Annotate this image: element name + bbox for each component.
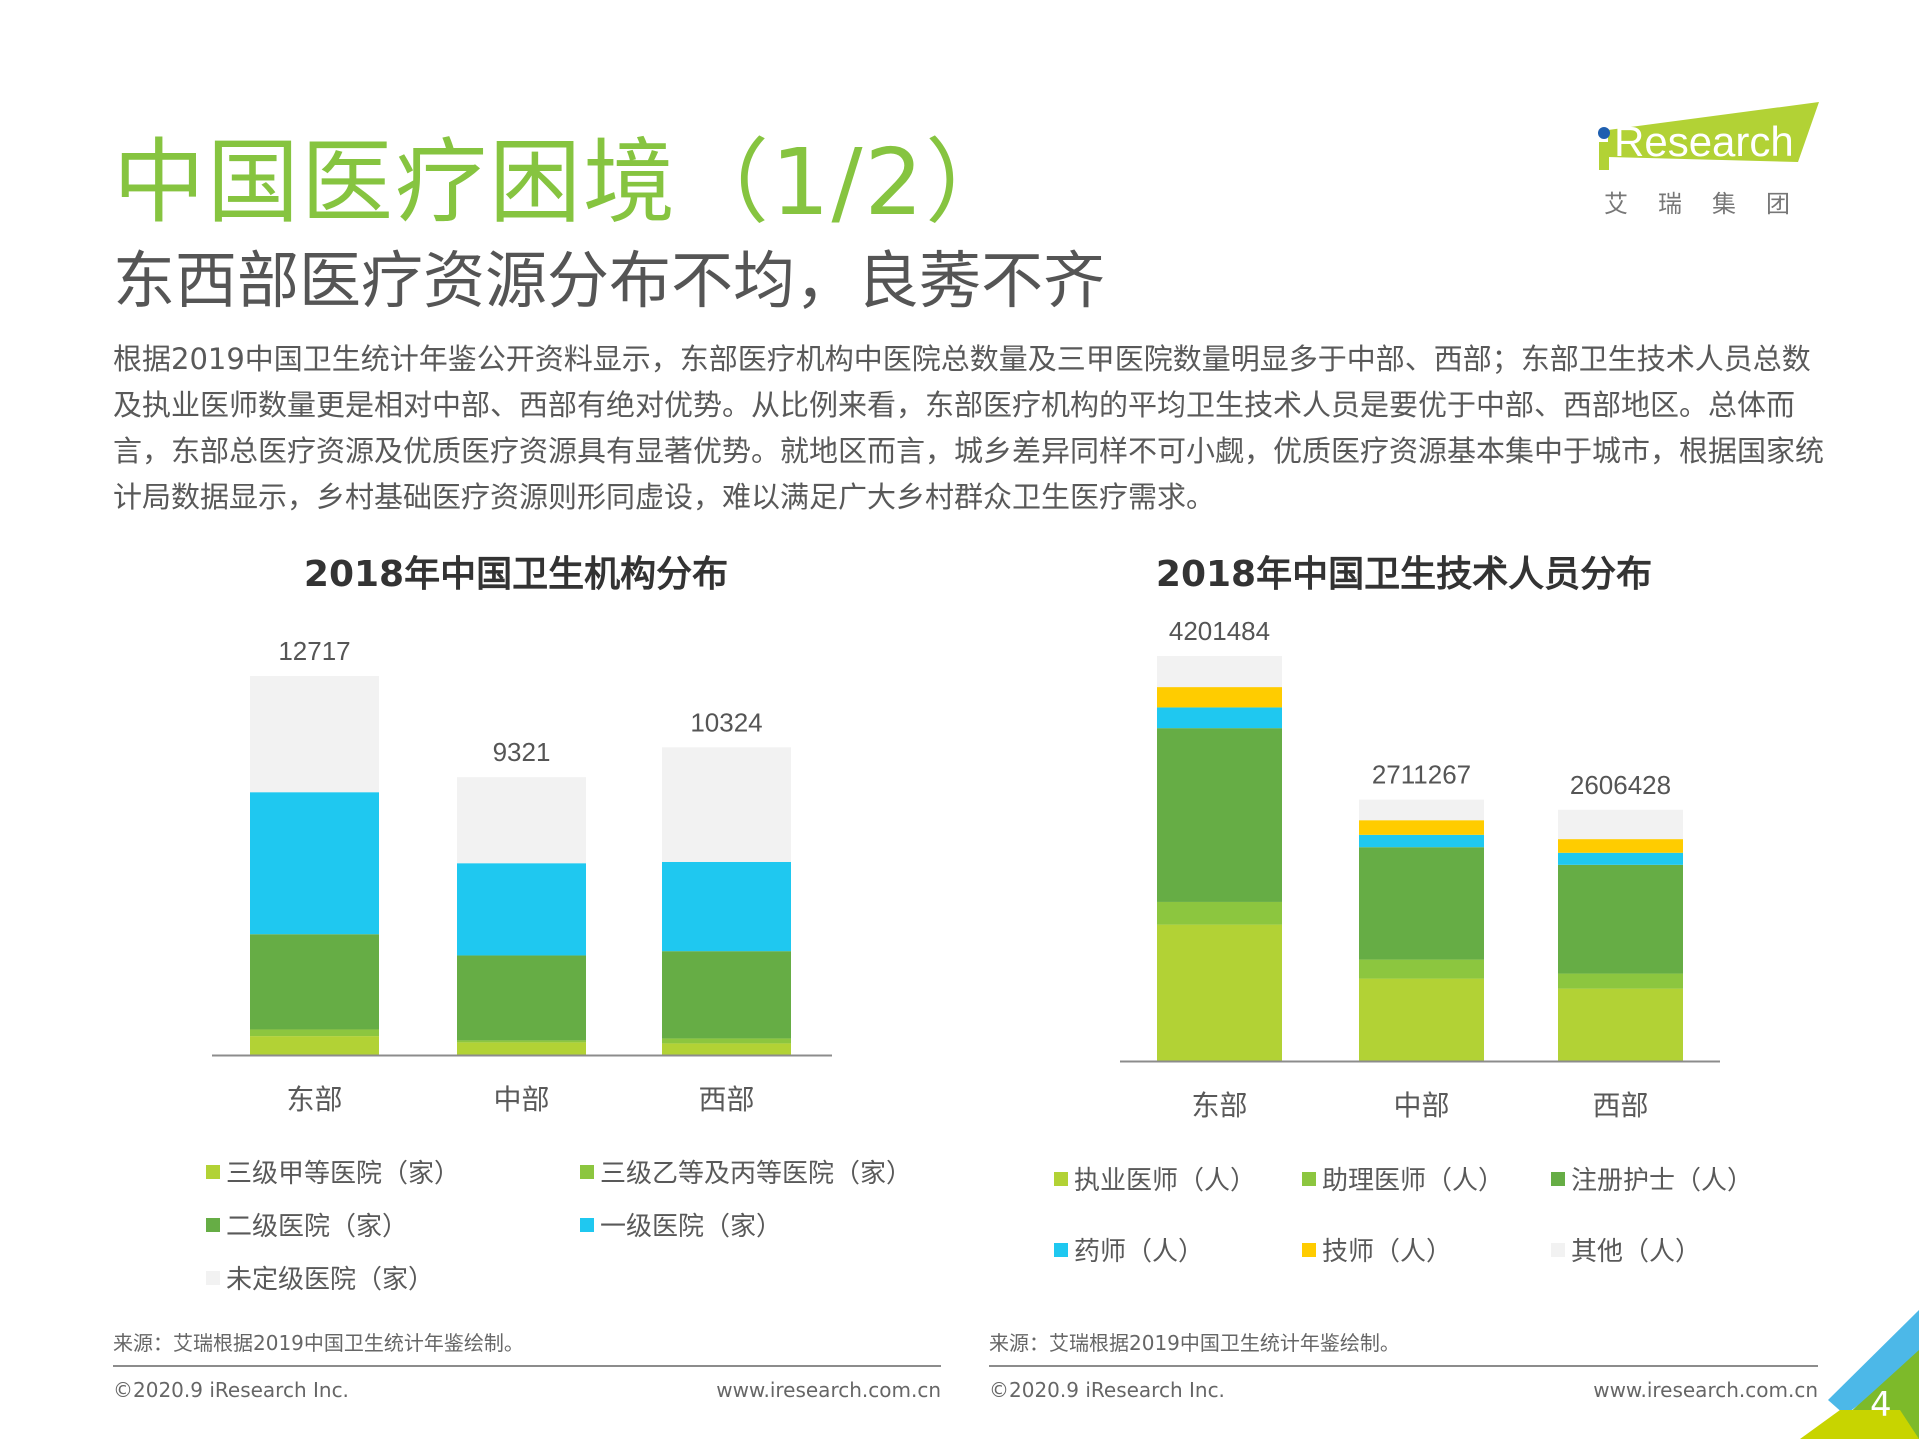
chart-title-institutions: 2018年中国卫生机构分布 xyxy=(303,554,729,595)
legend-item-nurse: 注册护士（人） xyxy=(1551,1160,1753,1197)
bar-segment-4-1 xyxy=(250,792,379,935)
bar-segment-5-1 xyxy=(1157,687,1282,708)
legend-label: 未定级医院（家） xyxy=(226,1265,435,1295)
bar-segment-6-3 xyxy=(1558,809,1683,840)
bar-segment-4-2 xyxy=(1359,834,1484,848)
copyright-right: ©2020.9 iResearch Inc. xyxy=(989,1378,1225,1402)
legend-swatch xyxy=(580,1217,594,1232)
source-note-left: 来源：艾瑞根据2019中国卫生统计年鉴绘制。 xyxy=(113,1331,524,1355)
intro-paragraph: 根据2019中国卫生统计年鉴公开资料显示，东部医疗机构中医院总数量及三甲医院数量… xyxy=(113,342,1825,514)
legend-swatch xyxy=(1054,1171,1068,1186)
bar-segment-3-2 xyxy=(457,955,586,1041)
legend-item-physician: 执业医师（人） xyxy=(1054,1160,1256,1197)
page-subtitle: 东西部医疗资源分布不均，良莠不齐 xyxy=(113,244,1106,317)
bar-segment-2-1 xyxy=(250,1029,379,1037)
bar-segment-4-2 xyxy=(457,863,586,956)
bar-segment-3-2 xyxy=(1359,847,1484,960)
bar-segment-5-3 xyxy=(662,747,791,862)
legend-item-assistant: 助理医师（人） xyxy=(1302,1160,1504,1197)
legend-label: 技师（人） xyxy=(1322,1237,1453,1267)
legend-swatch xyxy=(206,1217,220,1232)
legend-label: 药师（人） xyxy=(1074,1237,1205,1267)
total-label: 2606428 xyxy=(1570,770,1671,800)
bar-segment-4-1 xyxy=(1157,707,1282,729)
legend-swatch xyxy=(206,1164,220,1179)
legend-swatch xyxy=(580,1164,594,1179)
institutions-chart: 12717 东部 9321 中部 10324 西部 xyxy=(212,636,832,1115)
bar-segment-5-3 xyxy=(1558,839,1683,853)
legend-swatch xyxy=(1302,1171,1316,1186)
total-label: 10324 xyxy=(690,707,762,737)
bar-segment-3-3 xyxy=(662,951,791,1039)
iresearch-logo: Research 艾瑞集团 xyxy=(1586,100,1826,220)
svg-text:Research: Research xyxy=(1614,118,1794,165)
legend-item-tier3bc: 三级乙等及丙等医院（家） xyxy=(580,1153,912,1190)
legend-item-tier1: 一级医院（家） xyxy=(580,1206,782,1243)
bar-segment-2-3 xyxy=(662,1038,791,1044)
bar-segment-5-2 xyxy=(1359,820,1484,835)
bar-segment-5-1 xyxy=(250,676,379,793)
legend-swatch xyxy=(1551,1242,1565,1257)
legend-item-other: 其他（人） xyxy=(1551,1231,1701,1268)
source-note-right: 来源：艾瑞根据2019中国卫生统计年鉴绘制。 xyxy=(989,1331,1400,1355)
bar-segment-2-2 xyxy=(1359,959,1484,979)
legend-swatch xyxy=(206,1270,220,1285)
legend-label: 执业医师（人） xyxy=(1074,1166,1257,1196)
footer-divider-right xyxy=(989,1365,1818,1367)
bar-segment-3-3 xyxy=(1558,864,1683,974)
category-label: 西部 xyxy=(698,1084,754,1115)
bar-segment-1-2 xyxy=(457,1042,586,1055)
legend-item-pharmacist: 药师（人） xyxy=(1054,1231,1204,1268)
bar-segment-5-2 xyxy=(457,777,586,864)
page-number: 4 xyxy=(1870,1385,1892,1425)
bar-segment-2-3 xyxy=(1558,973,1683,989)
legend-item-unrated: 未定级医院（家） xyxy=(206,1259,434,1296)
bar-segment-1-1 xyxy=(1157,924,1282,1061)
website-link-left[interactable]: www.iresearch.com.cn xyxy=(716,1378,941,1402)
category-label: 中部 xyxy=(1393,1090,1449,1121)
legend-swatch xyxy=(1054,1242,1068,1257)
legend-item-technician: 技师（人） xyxy=(1302,1231,1452,1268)
bar-segment-2-2 xyxy=(457,1040,586,1043)
legend-swatch xyxy=(1302,1242,1316,1257)
bar-segment-2-1 xyxy=(1157,901,1282,925)
category-label: 西部 xyxy=(1592,1090,1648,1121)
legend-label: 三级甲等医院（家） xyxy=(226,1159,461,1189)
bar-segment-4-3 xyxy=(662,861,791,952)
svg-text:艾瑞集团: 艾瑞集团 xyxy=(1604,191,1820,218)
legend-swatch xyxy=(1551,1171,1565,1186)
category-label: 东部 xyxy=(1191,1090,1247,1121)
bar-segment-6-2 xyxy=(1359,799,1484,821)
bar-segment-1-3 xyxy=(1558,988,1683,1061)
legend-item-tier3a: 三级甲等医院（家） xyxy=(206,1153,460,1190)
bar-segment-1-1 xyxy=(250,1036,379,1055)
personnel-chart: 4201484 东部 2711267 中部 2606428 西部 xyxy=(1120,616,1720,1121)
footer-divider-left xyxy=(113,1365,941,1367)
chart-title-personnel: 2018年中国卫生技术人员分布 xyxy=(1155,554,1653,595)
bar-segment-4-3 xyxy=(1558,852,1683,865)
bar-segment-6-1 xyxy=(1157,656,1282,688)
page-title: 中国医疗困境（1/2） xyxy=(113,129,1020,236)
bar-segment-1-3 xyxy=(662,1043,791,1055)
website-link-right[interactable]: www.iresearch.com.cn xyxy=(1593,1378,1818,1402)
legend-label: 三级乙等及丙等医院（家） xyxy=(600,1159,913,1189)
bar-segment-1-2 xyxy=(1359,978,1484,1061)
total-label: 4201484 xyxy=(1169,616,1270,646)
copyright-left: ©2020.9 iResearch Inc. xyxy=(113,1378,349,1402)
legend-item-tier2: 二级医院（家） xyxy=(206,1206,408,1243)
total-label: 2711267 xyxy=(1372,760,1471,790)
category-label: 中部 xyxy=(493,1084,549,1115)
corner-decoration xyxy=(1800,1310,1919,1439)
bar-segment-3-1 xyxy=(250,934,379,1030)
legend-label: 二级医院（家） xyxy=(226,1212,409,1242)
legend-label: 一级医院（家） xyxy=(600,1212,783,1242)
legend-label: 注册护士（人） xyxy=(1571,1166,1754,1196)
total-label: 9321 xyxy=(493,737,551,767)
legend-label: 助理医师（人） xyxy=(1322,1166,1505,1196)
legend-label: 其他（人） xyxy=(1571,1237,1702,1267)
category-label: 东部 xyxy=(286,1084,342,1115)
total-label: 12717 xyxy=(278,636,350,666)
bar-segment-3-1 xyxy=(1157,728,1282,902)
